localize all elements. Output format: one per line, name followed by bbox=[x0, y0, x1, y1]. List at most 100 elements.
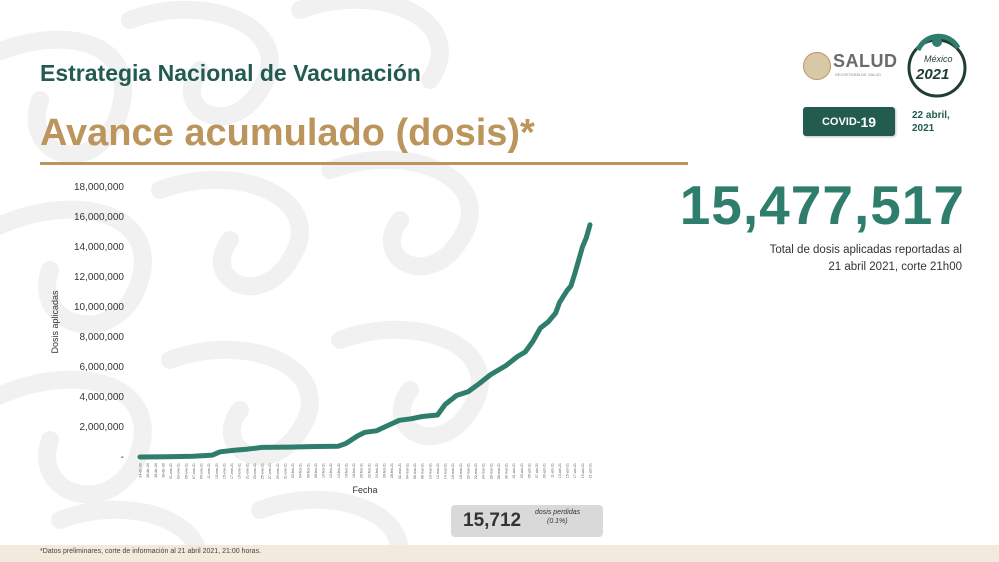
x-tick-label: 18-mar-21 bbox=[459, 463, 463, 479]
program-title: Estrategia Nacional de Vacunación bbox=[40, 60, 421, 86]
x-tick-label: 12-feb-21 bbox=[329, 463, 333, 478]
x-tick-label: 19-abr-21 bbox=[581, 463, 585, 478]
x-tick-label: 15-ene-21 bbox=[222, 463, 226, 479]
x-tick-label: 02-mar-21 bbox=[398, 463, 402, 479]
x-tick-label: 17-abr-21 bbox=[573, 463, 577, 478]
x-tick-label: 04-feb-21 bbox=[299, 463, 303, 478]
mexico-logo-text: México bbox=[924, 54, 953, 64]
y-tick-label: 10,000,000 bbox=[74, 302, 124, 313]
x-tick-label: 24-mar-21 bbox=[482, 463, 486, 479]
x-tick-label: 26-feb-21 bbox=[383, 463, 387, 478]
footnote: *Datos preliminares, corte de informació… bbox=[40, 548, 262, 555]
lost-doses-label-line1: dosis perdidas bbox=[535, 509, 581, 516]
salud-logo-text: SALUD bbox=[833, 51, 898, 71]
x-tick-label: 30-mar-21 bbox=[505, 463, 509, 479]
mexico-2021-logo-icon bbox=[907, 33, 967, 98]
x-tick-label: 05-ene-21 bbox=[184, 463, 188, 479]
x-tick-label: 01-abr-21 bbox=[512, 463, 516, 478]
total-doses-value: 15,477,517 bbox=[679, 174, 965, 236]
x-tick-label: 26-dic-20 bbox=[146, 463, 150, 478]
x-tick-label: 17-ene-21 bbox=[230, 463, 234, 479]
x-tick-label: 09-abr-21 bbox=[543, 463, 547, 478]
y-axis-label: Dosis aplicadas bbox=[50, 290, 60, 354]
x-tick-label: 11-ene-21 bbox=[207, 463, 211, 479]
x-tick-label: 12-mar-21 bbox=[436, 463, 440, 479]
x-tick-label: 13-ene-21 bbox=[215, 463, 219, 479]
x-tick-label: 28-feb-21 bbox=[390, 463, 394, 478]
x-tick-label: 13-abr-21 bbox=[558, 463, 562, 478]
lost-doses-box: 15,712 dosis perdidas (0.1%) bbox=[451, 505, 603, 537]
x-tick-label: 16-mar-21 bbox=[451, 463, 455, 479]
y-tick-label: 14,000,000 bbox=[74, 242, 124, 253]
x-tick-label: 14-mar-21 bbox=[444, 463, 448, 479]
x-tick-label: 08-mar-21 bbox=[421, 463, 425, 479]
covid-badge: COVID- 19 bbox=[803, 107, 895, 136]
x-tick-label: 10-mar-21 bbox=[428, 463, 432, 479]
lost-doses-label: dosis perdidas (0.1%) bbox=[535, 508, 580, 527]
y-tick-label: 8,000,000 bbox=[80, 332, 125, 343]
x-tick-label: 07-abr-21 bbox=[535, 463, 539, 478]
y-tick-label: 6,000,000 bbox=[80, 362, 125, 373]
x-tick-label: 22-feb-21 bbox=[367, 463, 371, 478]
x-tick-label: 02-feb-21 bbox=[291, 463, 295, 478]
y-tick-label: 16,000,000 bbox=[74, 212, 124, 223]
total-caption-line1: Total de dosis aplicadas reportadas al bbox=[769, 244, 962, 256]
footer-band bbox=[0, 545, 999, 562]
series-line bbox=[137, 222, 593, 460]
x-tick-label: 31-ene-21 bbox=[283, 463, 287, 479]
y-axis-ticks: - 2,000,000 4,000,000 6,000,000 8,000,000 10,… bbox=[74, 182, 124, 463]
report-date-line1: 22 abril, bbox=[912, 110, 950, 121]
y-tick-label: 12,000,000 bbox=[74, 272, 124, 283]
x-tick-label: 09-ene-21 bbox=[200, 463, 204, 479]
report-date: 22 abril, 2021 bbox=[912, 110, 972, 135]
cumulative-doses-chart: - 2,000,000 4,000,000 6,000,000 8,000,000 10,… bbox=[50, 182, 593, 495]
x-tick-label: 25-ene-21 bbox=[261, 463, 265, 479]
salud-logo: SALUD SECRETARÍA DE SALUD bbox=[803, 50, 898, 82]
x-tick-label: 10-feb-21 bbox=[322, 463, 326, 478]
x-tick-label: 05-abr-21 bbox=[527, 463, 531, 478]
salud-logo-subtext: SECRETARÍA DE SALUD bbox=[835, 72, 882, 77]
x-axis-label: Fecha bbox=[352, 485, 377, 495]
y-tick-label: 18,000,000 bbox=[74, 182, 124, 193]
mexico-logo-year: 2021 bbox=[916, 66, 950, 83]
x-tick-label: 30-dic-20 bbox=[161, 463, 165, 478]
covid-badge-prefix: COVID- bbox=[821, 115, 861, 128]
x-tick-label: 27-ene-21 bbox=[268, 463, 272, 479]
x-tick-label: 04-mar-21 bbox=[405, 463, 409, 479]
x-tick-label: 24-dic-20 bbox=[139, 463, 143, 478]
x-tick-label: 26-mar-21 bbox=[489, 463, 493, 479]
covid-badge-number: 19 bbox=[860, 113, 877, 130]
x-tick-label: 21-ene-21 bbox=[245, 463, 249, 479]
total-doses-caption: Total de dosis aplicadas reportadas al 2… bbox=[700, 242, 962, 275]
x-tick-label: 14-feb-21 bbox=[337, 463, 341, 478]
y-tick-label: - bbox=[121, 452, 124, 463]
lost-doses-label-line2: (0.1%) bbox=[547, 518, 568, 526]
lost-doses-value: 15,712 bbox=[463, 510, 522, 531]
x-tick-label: 29-ene-21 bbox=[276, 463, 280, 479]
x-tick-label: 15-abr-21 bbox=[566, 463, 570, 478]
x-tick-label: 22-mar-21 bbox=[474, 463, 478, 479]
title-divider bbox=[40, 162, 688, 165]
x-axis-ticks: 24-dic-20 26-dic-20 28-dic-20 30-dic-20 01-e… bbox=[139, 463, 593, 479]
total-caption-line2: 21 abril 2021, corte 21h00 bbox=[828, 260, 962, 273]
y-tick-label: 4,000,000 bbox=[80, 392, 125, 403]
salud-emblem-icon bbox=[803, 52, 831, 80]
x-tick-label: 19-ene-21 bbox=[238, 463, 242, 479]
x-tick-label: 24-feb-21 bbox=[375, 463, 379, 478]
x-tick-label: 01-ene-21 bbox=[169, 463, 173, 479]
x-tick-label: 16-feb-21 bbox=[344, 463, 348, 478]
slide-title: Avance acumulado (dosis)* bbox=[40, 112, 535, 154]
x-tick-label: 06-feb-21 bbox=[306, 463, 310, 478]
x-tick-label: 06-mar-21 bbox=[413, 463, 417, 479]
y-tick-label: 2,000,000 bbox=[80, 422, 125, 433]
x-tick-label: 11-abr-21 bbox=[550, 463, 554, 478]
x-tick-label: 21-abr-21 bbox=[589, 463, 593, 478]
x-tick-label: 23-ene-21 bbox=[253, 463, 257, 479]
x-tick-label: 20-feb-21 bbox=[360, 463, 364, 478]
x-tick-label: 07-ene-21 bbox=[192, 463, 196, 479]
x-tick-label: 03-abr-21 bbox=[520, 463, 524, 478]
x-tick-label: 08-feb-21 bbox=[314, 463, 318, 478]
x-tick-label: 20-mar-21 bbox=[466, 463, 470, 479]
x-tick-label: 18-feb-21 bbox=[352, 463, 356, 478]
x-tick-label: 03-ene-21 bbox=[177, 463, 181, 479]
